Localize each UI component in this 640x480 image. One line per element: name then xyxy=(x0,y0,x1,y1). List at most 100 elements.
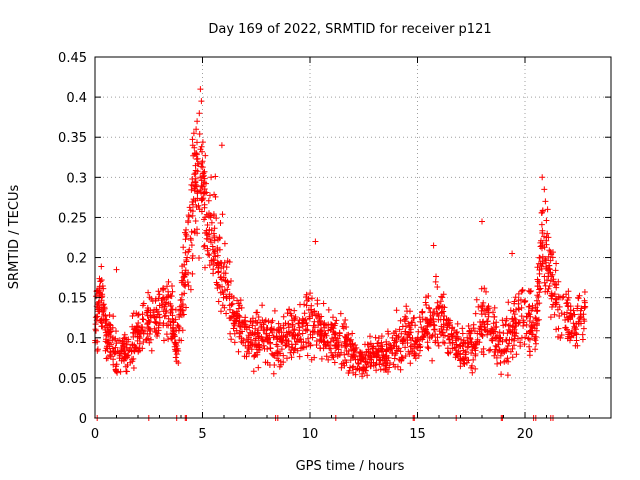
data-point xyxy=(580,325,587,332)
data-point xyxy=(468,350,475,356)
data-point xyxy=(212,173,219,180)
data-point xyxy=(190,201,196,208)
data-point xyxy=(343,359,350,366)
data-point xyxy=(211,234,218,241)
data-point xyxy=(284,355,290,362)
data-point xyxy=(481,285,488,292)
data-point xyxy=(547,314,554,321)
data-point xyxy=(330,325,337,332)
data-point xyxy=(498,371,505,378)
data-point xyxy=(259,302,266,309)
data-point xyxy=(179,263,186,270)
data-point xyxy=(312,312,319,319)
data-point xyxy=(525,287,532,294)
data-point xyxy=(205,236,211,242)
data-point xyxy=(412,351,419,358)
data-point xyxy=(541,186,548,193)
data-point xyxy=(493,323,500,330)
data-point xyxy=(303,339,309,346)
data-point xyxy=(581,297,588,304)
data-point xyxy=(197,146,204,153)
data-point xyxy=(341,351,348,358)
data-point xyxy=(307,331,314,338)
data-point xyxy=(367,363,374,370)
data-point xyxy=(542,282,549,289)
data-point xyxy=(454,320,461,327)
data-point xyxy=(113,266,120,273)
data-point xyxy=(275,350,282,357)
data-point xyxy=(446,319,453,326)
data-point xyxy=(245,343,252,349)
data-point xyxy=(573,331,580,338)
data-point xyxy=(529,302,536,309)
data-point xyxy=(125,338,131,345)
data-point xyxy=(208,258,215,265)
data-point xyxy=(178,279,185,286)
data-point xyxy=(196,131,203,137)
data-point xyxy=(255,335,262,342)
data-point xyxy=(473,296,480,303)
data-point xyxy=(515,335,521,342)
data-point xyxy=(485,307,492,313)
data-point xyxy=(550,301,557,308)
data-point xyxy=(460,347,467,354)
data-point xyxy=(330,354,337,361)
data-point xyxy=(362,351,368,358)
data-point xyxy=(271,362,278,368)
data-point xyxy=(110,356,117,363)
data-point xyxy=(250,331,257,338)
data-point xyxy=(189,270,196,277)
data-point xyxy=(201,201,208,208)
data-point xyxy=(156,314,163,321)
data-point xyxy=(419,308,426,315)
data-point xyxy=(320,300,327,307)
data-point xyxy=(466,330,473,337)
data-points xyxy=(92,86,589,380)
data-point xyxy=(447,340,454,347)
data-point xyxy=(581,318,588,325)
data-point xyxy=(494,360,501,367)
data-point xyxy=(163,307,170,314)
data-point xyxy=(170,324,177,331)
data-point xyxy=(219,283,225,290)
data-point xyxy=(550,249,556,256)
data-point xyxy=(160,285,167,292)
data-point xyxy=(354,365,361,372)
data-point xyxy=(427,309,434,316)
data-point xyxy=(170,319,177,326)
data-point xyxy=(212,193,219,200)
data-point xyxy=(573,337,580,344)
data-point xyxy=(253,349,260,356)
data-point xyxy=(190,130,197,137)
data-point xyxy=(107,321,113,328)
data-point xyxy=(204,222,211,228)
data-point xyxy=(546,262,552,269)
data-point xyxy=(563,300,570,307)
data-point xyxy=(484,318,491,325)
data-point xyxy=(331,331,338,338)
data-point xyxy=(543,217,550,224)
data-point xyxy=(325,356,332,363)
data-point xyxy=(542,255,548,262)
data-point xyxy=(325,327,332,334)
data-point xyxy=(470,356,477,363)
data-point xyxy=(509,250,516,257)
data-point xyxy=(102,338,109,345)
data-point xyxy=(254,329,261,336)
data-point xyxy=(209,243,216,250)
data-point xyxy=(395,334,402,341)
data-point xyxy=(179,269,186,276)
data-point xyxy=(183,226,189,233)
data-point xyxy=(192,179,199,186)
data-point xyxy=(148,295,155,302)
data-point xyxy=(339,323,346,330)
data-point xyxy=(297,301,303,308)
data-point xyxy=(542,198,549,205)
data-point xyxy=(333,342,340,349)
data-point xyxy=(228,301,235,308)
data-point xyxy=(432,278,439,285)
data-point xyxy=(575,295,582,302)
data-point xyxy=(197,187,204,193)
data-point xyxy=(555,278,562,285)
data-point xyxy=(130,365,137,371)
